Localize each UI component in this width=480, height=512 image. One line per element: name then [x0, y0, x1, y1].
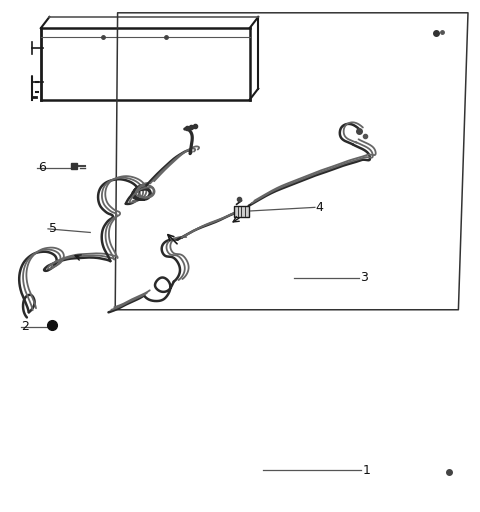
Text: 5: 5 [49, 222, 57, 236]
Text: 3: 3 [360, 271, 368, 284]
Text: 6: 6 [38, 161, 46, 175]
FancyBboxPatch shape [234, 206, 249, 217]
Text: 4: 4 [316, 201, 324, 214]
Text: 2: 2 [22, 320, 29, 333]
Text: 1: 1 [362, 463, 370, 477]
